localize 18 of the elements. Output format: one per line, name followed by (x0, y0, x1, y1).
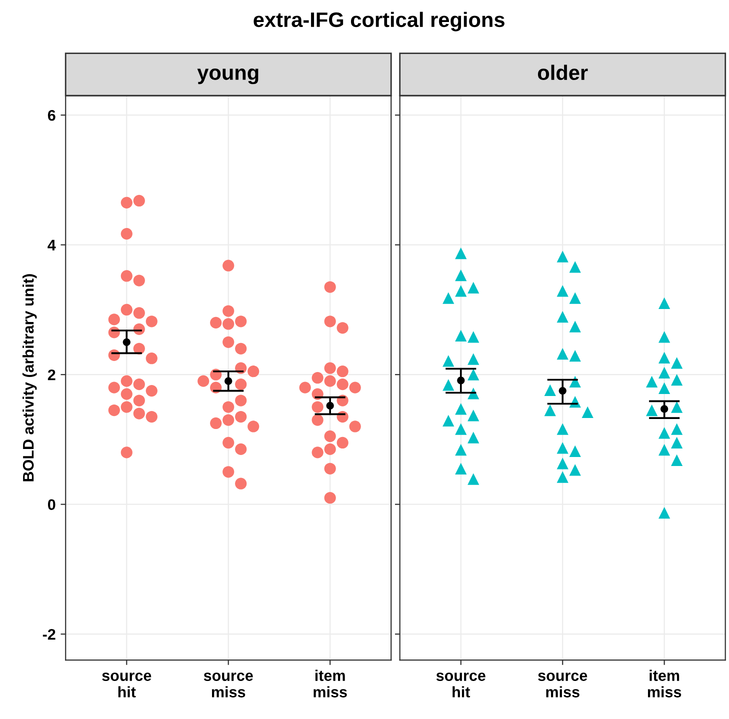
y-tick-label: 2 (48, 369, 56, 380)
point (122, 338, 130, 346)
chart-title: young (197, 68, 258, 84)
x-tick-label: source hit (102, 672, 152, 698)
y-tick-label: 4 (48, 240, 56, 250)
chart-title: older (538, 64, 588, 80)
text: extra-IFG cortical regions (254, 12, 504, 32)
y-tick-label: -2 (42, 628, 56, 640)
y-tick-label: 6 (48, 110, 56, 121)
y-axis-title: BOLD activity (arbitrary unit) (22, 274, 37, 482)
x-tick-label: source miss (204, 672, 253, 698)
x-tick-label: source miss (538, 672, 588, 698)
point (326, 402, 334, 410)
y-tick-label: 0 (48, 499, 56, 510)
point (224, 377, 232, 385)
x-tick-label: source hit (436, 672, 486, 698)
x-tick-label: item miss (314, 670, 347, 698)
x-tick-label: item miss (648, 670, 682, 698)
